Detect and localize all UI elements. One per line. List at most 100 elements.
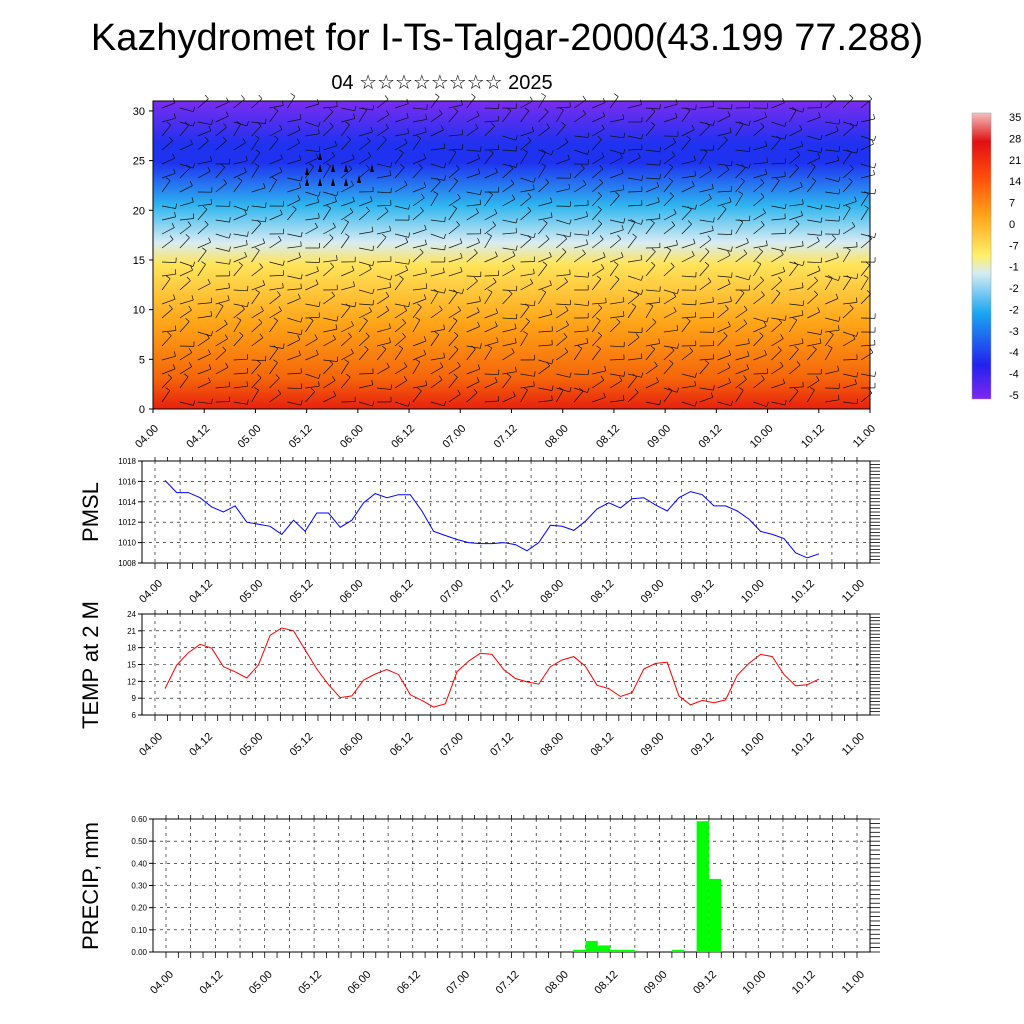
wind-barb [807,180,817,193]
wind-barb-flag [353,113,356,119]
wind-barb [717,301,732,305]
wind-barb [645,201,660,207]
wind-barb-flag [471,345,476,350]
wind-barb [538,216,553,221]
wind-barb [753,295,765,305]
wind-barb [771,280,783,291]
wind-barb-flag [549,280,552,286]
x-tick-label: 09.12 [697,423,725,451]
wind-barb-flag [760,178,765,184]
wind-barb-flag [382,233,387,238]
wind-barb-flag [600,375,605,381]
wind-barb-flag [318,301,321,307]
wind-barb [681,160,696,165]
wind-barb [448,148,463,151]
wind-barb-flag [723,332,728,337]
wind-barb [843,246,858,249]
wind-barb [860,352,874,361]
wind-barb-flag [366,206,370,211]
wind-barb-flag [371,226,374,232]
wind-barb-flag [670,262,675,267]
wind-barb [377,260,392,263]
wind-barb [753,379,765,389]
wind-barb-flag [658,297,661,303]
wind-barb [448,271,463,277]
precip-bar [573,949,586,952]
wind-barb [161,117,176,123]
wind-barb-flag [799,125,803,130]
wind-barb-flag [641,134,644,140]
wind-barb-flag [670,346,675,351]
wind-barb [789,167,799,179]
wind-barb [807,135,821,141]
x-tick-label: 06.00 [346,969,374,997]
wind-barb-flag [731,272,733,278]
wind-barb [305,149,320,152]
wind-barb [484,107,499,109]
wind-barb-flag [835,126,839,131]
x-tick-label: 05.00 [236,423,264,451]
wind-barb-flag [796,360,801,366]
wind-barb [807,233,822,236]
wind-barb [610,315,625,319]
wind-barb [466,326,480,333]
wind-barb [538,202,552,207]
wind-barb [340,362,349,375]
wind-barb [860,277,869,291]
wind-barb-flag [509,164,514,169]
wind-barb [807,205,821,210]
wind-barb [251,205,266,208]
wind-barb-flag [318,128,320,134]
wind-barb-flag [794,387,799,392]
wind-barb [520,196,532,207]
wind-barb [771,205,786,209]
x-tick-label: 05.00 [237,731,265,759]
wind-barb [484,400,499,403]
y-tick-label: 24 [127,610,136,619]
wind-barb-flag [727,250,731,256]
wind-barb [484,255,498,263]
wind-barb-flag [381,345,387,350]
wind-barb [825,399,840,403]
wind-barb [448,151,457,165]
wind-barb-flag [210,310,213,317]
wind-barb [627,104,642,109]
wind-barb-flag [817,307,821,313]
wind-barb [394,167,405,179]
wind-barb [376,114,390,123]
wind-barb [627,294,640,305]
wind-barb [448,168,460,179]
wind-barb-flag [614,93,619,97]
wind-barb-flag [204,94,209,100]
wind-barb [735,193,744,207]
wind-barb [681,209,692,221]
wind-barb-flag [424,239,427,245]
wind-barb-flag [569,219,572,225]
wind-barb [377,163,391,168]
wind-barb [197,337,210,347]
wind-barb-flag [784,246,787,252]
wind-barb [502,247,517,251]
wind-barb-flag [208,377,211,383]
wind-barb-flag [333,391,337,396]
wind-barb [717,139,728,151]
wind-barb [645,365,658,375]
wind-barb-flag [352,281,356,287]
wind-barb [807,149,822,153]
wind-barb-flag [247,399,249,405]
wind-barb [538,111,549,123]
wind-barb [430,181,441,193]
wind-barb-flag [691,181,695,187]
wind-barb-flag [382,136,387,140]
wind-barb-flag [676,239,678,245]
wind-barb [358,131,373,137]
wind-barb [681,107,696,110]
wind-barb [860,191,875,195]
wind-barb [197,250,207,263]
wind-barb-flag [587,149,590,155]
wind-barb [394,261,409,265]
wind-barb-flag [763,321,767,327]
wind-barb [807,380,820,389]
wind-barb-flag [820,230,823,236]
wind-barb [520,210,532,221]
